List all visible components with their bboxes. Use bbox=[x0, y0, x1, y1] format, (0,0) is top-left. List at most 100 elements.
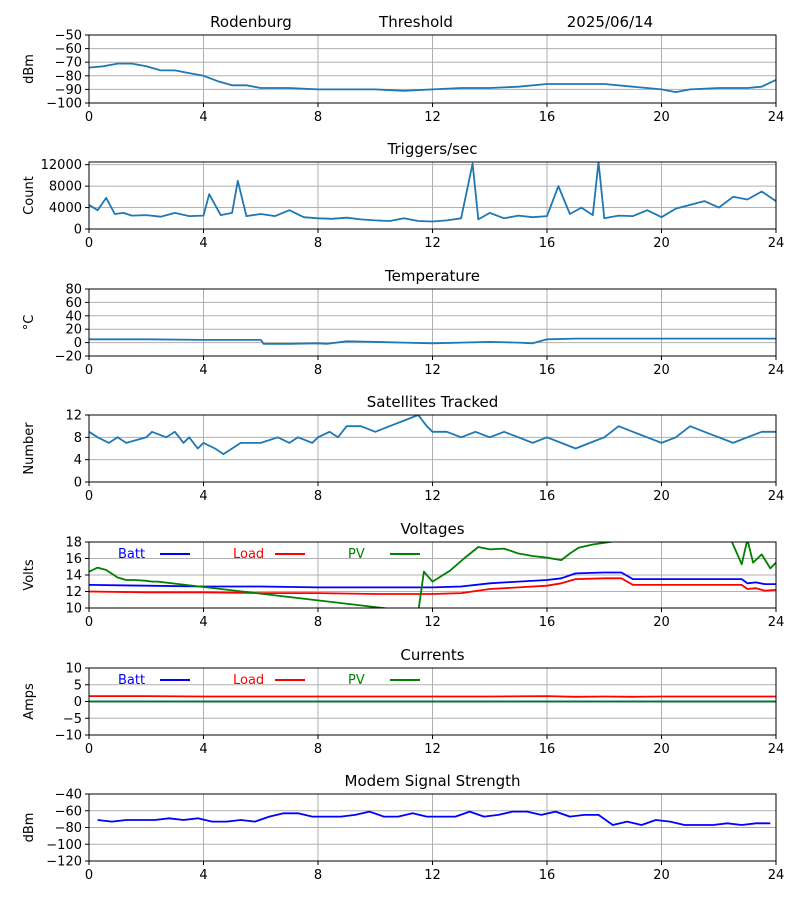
x-tick-label: 0 bbox=[85, 615, 93, 630]
x-tick-label: 24 bbox=[768, 489, 785, 504]
series-line-data bbox=[89, 162, 776, 223]
y-tick-label: −100 bbox=[46, 838, 82, 853]
legend: Batt Load PV bbox=[118, 673, 420, 688]
x-tick-label: 16 bbox=[539, 742, 556, 757]
y-tick-label: 40 bbox=[65, 309, 82, 324]
y-tick-label: −90 bbox=[55, 83, 82, 98]
x-tick-label: 0 bbox=[85, 236, 93, 251]
y-tick-label: 8 bbox=[74, 431, 82, 446]
series-group bbox=[89, 62, 776, 93]
y-tick-label: −80 bbox=[55, 821, 82, 836]
header-station: Rodenburg bbox=[210, 13, 292, 31]
x-tick-label: 16 bbox=[539, 868, 556, 883]
y-tick-label: −120 bbox=[46, 855, 82, 870]
x-tick-label: 16 bbox=[539, 236, 556, 251]
series-line-data bbox=[89, 415, 776, 456]
x-tick-label: 16 bbox=[539, 615, 556, 630]
chart-title: Triggers/sec bbox=[387, 140, 478, 158]
legend-label: PV bbox=[348, 547, 365, 562]
y-tick-label: −20 bbox=[55, 350, 82, 365]
series-group bbox=[89, 542, 776, 608]
y-tick-label: 12 bbox=[65, 409, 82, 424]
chart-signal: 0 4 8 12 16 20 24 −50−60−70−80−90−100 dBm bbox=[22, 29, 784, 126]
chart-satellites: 0 4 8 12 16 20 24 12 8 4 0 Satellites Tracked Number bbox=[22, 393, 784, 504]
y-tick-label: 16 bbox=[65, 552, 82, 567]
x-tick-label: 8 bbox=[314, 489, 322, 504]
x-tick-label: 0 bbox=[85, 868, 93, 883]
x-tick-label: 20 bbox=[653, 363, 670, 378]
x-tick-label: 24 bbox=[768, 236, 785, 251]
grid bbox=[88, 162, 777, 230]
x-tick-label: 4 bbox=[199, 615, 207, 630]
y-tick-label: 4000 bbox=[49, 201, 82, 216]
y-tick-label: −100 bbox=[46, 97, 82, 112]
x-tick-label: 0 bbox=[85, 742, 93, 757]
x-tick-label: 20 bbox=[653, 236, 670, 251]
x-tick-label: 8 bbox=[314, 868, 322, 883]
y-tick-label: 12000 bbox=[41, 158, 82, 173]
series-group bbox=[89, 415, 776, 456]
x-tick-label: 4 bbox=[199, 489, 207, 504]
legend-label: Batt bbox=[118, 547, 145, 562]
y-tick-label: −60 bbox=[55, 42, 82, 57]
x-tick-label: 12 bbox=[424, 868, 441, 883]
y-tick-label: 18 bbox=[65, 536, 82, 551]
y-tick-label: 12 bbox=[65, 585, 82, 600]
y-tick-label: 8000 bbox=[49, 180, 82, 195]
x-tick-label: 0 bbox=[85, 489, 93, 504]
series-group bbox=[97, 810, 771, 826]
y-tick-label: 10 bbox=[65, 662, 82, 677]
y-tick-label: 0 bbox=[74, 223, 82, 238]
y-tick-label: −80 bbox=[55, 69, 82, 84]
x-tick-label: 12 bbox=[424, 742, 441, 757]
x-tick-label: 0 bbox=[85, 110, 93, 125]
y-axis-label: Amps bbox=[22, 683, 37, 720]
x-tick-label: 20 bbox=[653, 489, 670, 504]
y-tick-label: 4 bbox=[74, 453, 82, 468]
series-line-data bbox=[89, 337, 776, 345]
x-tick-label: 8 bbox=[314, 615, 322, 630]
y-tick-label: −10 bbox=[55, 729, 82, 744]
chart-modem: 0 4 8 12 16 20 24 −40−60 −80 −100 −120 Modem Signal… bbox=[22, 772, 784, 883]
y-tick-label: −70 bbox=[55, 56, 82, 71]
y-tick-label: 80 bbox=[65, 283, 82, 298]
x-tick-label: 12 bbox=[424, 615, 441, 630]
series-line-data bbox=[89, 62, 776, 93]
x-tick-label: 8 bbox=[314, 110, 322, 125]
grid bbox=[88, 793, 777, 862]
x-tick-label: 16 bbox=[539, 363, 556, 378]
x-tick-label: 4 bbox=[199, 236, 207, 251]
chart-title: Voltages bbox=[400, 520, 464, 538]
x-tick-label: 12 bbox=[424, 236, 441, 251]
header-mode: Threshold bbox=[378, 13, 453, 31]
grid bbox=[88, 541, 777, 609]
chart-title: Modem Signal Strength bbox=[345, 772, 521, 790]
y-tick-label: 10 bbox=[65, 602, 82, 617]
x-tick-label: 4 bbox=[199, 868, 207, 883]
y-tick-label: −5 bbox=[63, 712, 82, 727]
x-tick-label: 4 bbox=[199, 363, 207, 378]
x-tick-label: 24 bbox=[768, 110, 785, 125]
legend: Batt Load PV bbox=[118, 547, 420, 562]
y-axis-label: Volts bbox=[22, 559, 37, 591]
chart-title: Satellites Tracked bbox=[367, 393, 498, 411]
x-tick-label: 8 bbox=[314, 363, 322, 378]
series-group bbox=[89, 162, 776, 223]
x-tick-label: 20 bbox=[653, 868, 670, 883]
y-axis-label: °C bbox=[22, 315, 37, 331]
series-line-batt bbox=[89, 571, 776, 589]
x-tick-label: 4 bbox=[199, 742, 207, 757]
chart-triggers: 0 4 8 12 16 20 24 12000 8000 4000 0 Triggers/sec Cou… bbox=[22, 140, 784, 251]
x-tick-label: 4 bbox=[199, 110, 207, 125]
legend-label: Load bbox=[233, 547, 264, 562]
y-axis-label: dBm bbox=[22, 54, 37, 84]
x-tick-label: 12 bbox=[424, 363, 441, 378]
legend-label: Load bbox=[233, 673, 264, 688]
x-tick-label: 0 bbox=[85, 363, 93, 378]
y-tick-label: −40 bbox=[55, 788, 82, 803]
y-tick-label: 14 bbox=[65, 569, 82, 584]
